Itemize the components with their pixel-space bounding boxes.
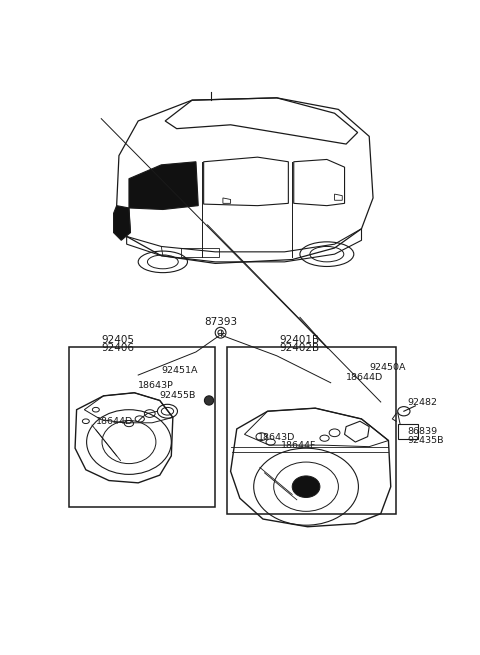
- Polygon shape: [129, 162, 198, 210]
- Text: 18644D: 18644D: [96, 417, 133, 426]
- Text: 18643P: 18643P: [138, 381, 174, 390]
- Bar: [69, 346, 215, 507]
- Ellipse shape: [204, 396, 214, 405]
- Text: 92450A: 92450A: [369, 364, 406, 373]
- Text: 92482: 92482: [408, 398, 438, 407]
- Polygon shape: [114, 206, 131, 240]
- Text: 92406: 92406: [101, 343, 134, 352]
- Text: 18644F: 18644F: [281, 441, 316, 449]
- Ellipse shape: [292, 476, 320, 498]
- Text: 92401B: 92401B: [280, 335, 320, 345]
- Text: 92455B: 92455B: [159, 391, 196, 400]
- Bar: [398, 424, 418, 439]
- Text: 92402B: 92402B: [280, 343, 320, 352]
- Text: 86839: 86839: [408, 426, 438, 436]
- Text: 18644D: 18644D: [346, 373, 384, 382]
- Text: 92451A: 92451A: [161, 365, 198, 375]
- Text: 92405: 92405: [101, 335, 134, 345]
- Bar: [180, 248, 219, 257]
- Bar: [227, 346, 396, 514]
- Text: 18643D: 18643D: [258, 433, 295, 442]
- Text: 87393: 87393: [204, 316, 237, 327]
- Text: 92435B: 92435B: [408, 436, 444, 445]
